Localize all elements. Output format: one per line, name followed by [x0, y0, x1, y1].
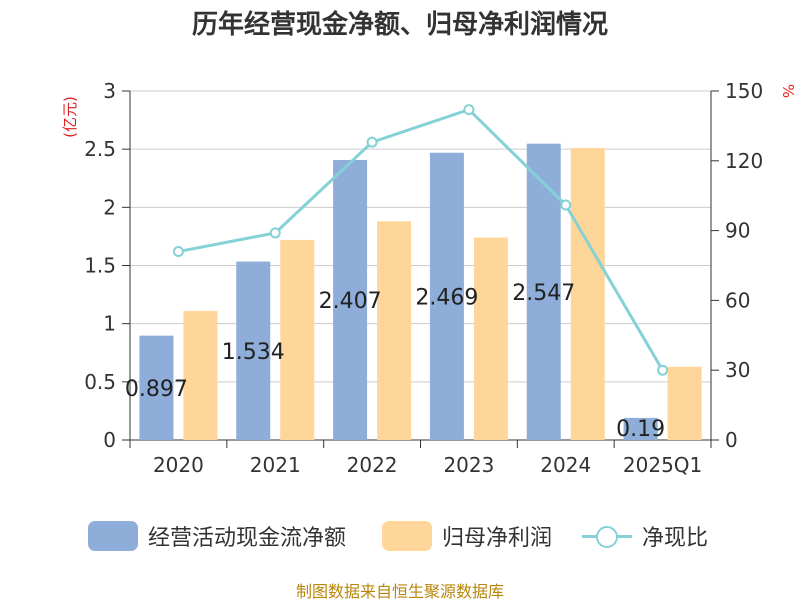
legend-item-cash-flow[interactable]: 经营活动现金流净额	[88, 518, 346, 554]
bar-net-profit	[570, 148, 605, 440]
legend-swatch-cash-flow	[88, 521, 138, 551]
left-axis-tick-label: 2.5	[84, 137, 116, 161]
right-axis-tick-label: 30	[725, 358, 750, 382]
bar-cash-flow	[236, 261, 271, 440]
x-axis-tick-label: 2024	[540, 453, 591, 477]
x-axis-tick-label: 2022	[347, 453, 398, 477]
left-axis-tick-label: 1	[103, 312, 116, 336]
left-axis-tick-label: 2	[103, 195, 116, 219]
x-axis-tick-label: 2023	[443, 453, 494, 477]
left-axis-tick-label: 0.5	[84, 370, 116, 394]
data-label-cash-flow: 1.534	[222, 340, 285, 365]
line-ratio	[178, 107, 664, 371]
point-ratio	[366, 136, 378, 148]
bar-cash-flow	[429, 152, 464, 440]
legend-item-net-profit[interactable]: 归母净利润	[382, 518, 552, 554]
right-axis-tick-label: 120	[725, 149, 763, 173]
x-axis-tick-label: 2025Q1	[623, 453, 702, 477]
data-label-cash-flow: 0.19	[616, 417, 665, 442]
legend-label-net-profit: 归母净利润	[442, 526, 553, 551]
x-axis-tick-label: 2020	[153, 453, 204, 477]
bar-net-profit	[473, 237, 508, 440]
bar-cash-flow	[623, 417, 658, 440]
data-label-cash-flow: 0.897	[125, 377, 188, 402]
data-label-cash-flow: 2.407	[319, 289, 382, 314]
right-axis-tick-label: 60	[725, 288, 750, 312]
point-ratio	[269, 227, 281, 239]
right-axis-unit: %	[779, 84, 797, 98]
left-axis-tick-label: 3	[103, 79, 116, 103]
left-axis-tick-label: 1.5	[84, 254, 116, 278]
chart-title: 历年经营现金净额、归母净利润情况	[191, 10, 608, 40]
source-note: 制图数据来自恒生聚源数据库	[295, 582, 504, 601]
point-ratio	[463, 104, 475, 116]
legend-item-ratio[interactable]: 净现比	[582, 518, 708, 554]
legend-swatch-net-profit	[382, 521, 432, 551]
left-axis-tick-label: 0	[103, 428, 116, 452]
bar-net-profit	[377, 221, 412, 440]
right-axis-tick-label: 90	[725, 219, 750, 243]
bar-cash-flow	[139, 335, 174, 440]
point-ratio	[560, 199, 572, 211]
point-ratio	[172, 246, 184, 258]
x-axis-tick-label: 2021	[250, 453, 301, 477]
bar-cash-flow	[333, 159, 368, 441]
point-ratio	[657, 364, 669, 376]
bar-net-profit	[667, 366, 702, 440]
legend-label-cash-flow: 经营活动现金流净额	[148, 526, 347, 551]
legend-line-ratio	[582, 521, 632, 551]
left-axis-unit: (亿元)	[61, 96, 79, 138]
legend: 经营活动现金流净额 归母净利润 净现比	[0, 518, 800, 554]
data-label-cash-flow: 2.547	[512, 281, 575, 306]
bar-net-profit	[183, 310, 218, 440]
bar-net-profit	[280, 239, 315, 440]
right-axis-tick-label: 0	[725, 428, 738, 452]
legend-label-ratio: 净现比	[642, 526, 709, 551]
right-axis-tick-label: 150	[725, 79, 763, 103]
data-label-cash-flow: 2.469	[415, 285, 478, 310]
